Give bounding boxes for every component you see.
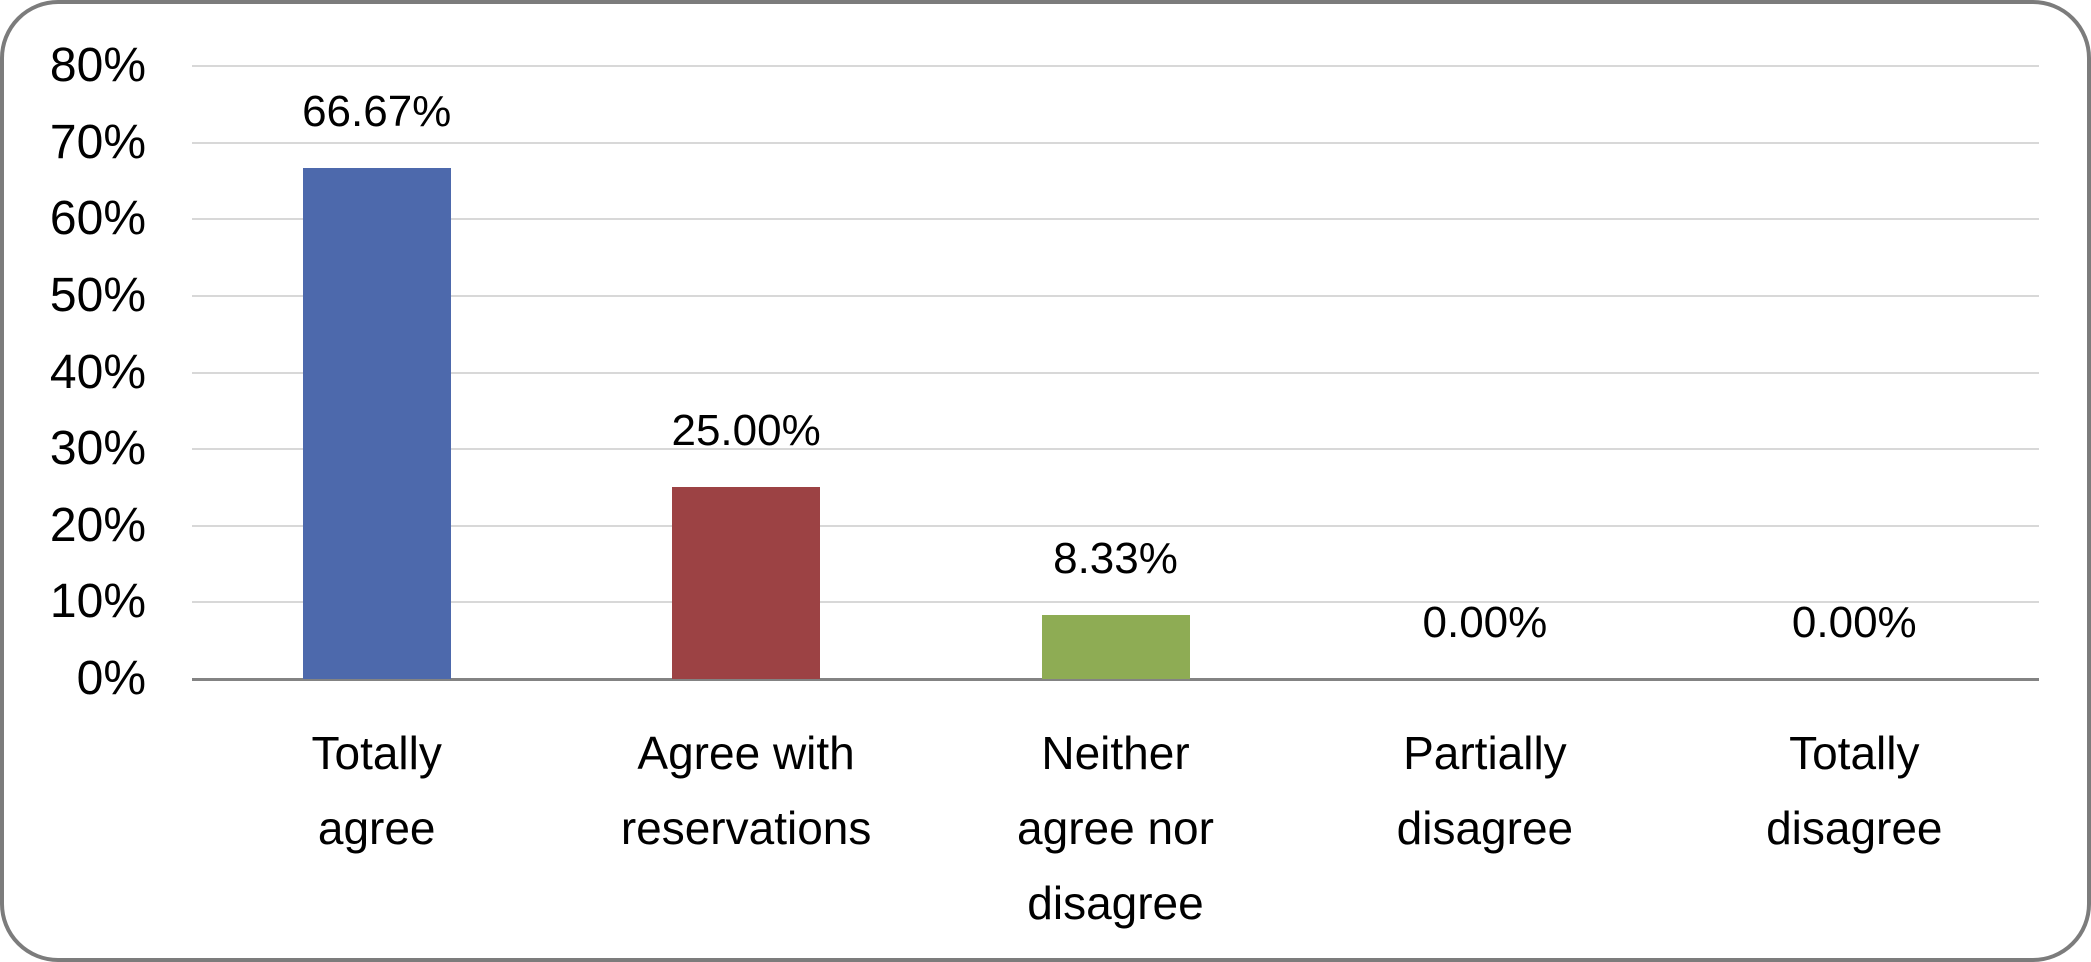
category-label: Totally disagree (1766, 727, 1943, 854)
data-label: 25.00% (671, 406, 821, 455)
data-label: 66.67% (302, 87, 452, 136)
gridline (192, 448, 2039, 451)
y-tick-label: 50% (49, 268, 146, 322)
y-tick-label: 60% (49, 192, 146, 246)
category-label: Partially disagree (1396, 727, 1574, 854)
gridline (192, 371, 2039, 374)
y-tick-label: 20% (49, 498, 146, 552)
bar-1 (302, 168, 451, 679)
gridline (192, 65, 2039, 67)
y-tick-label: 80% (49, 39, 146, 92)
y-tick-label: 30% (49, 422, 146, 476)
data-label: 8.33% (1053, 534, 1178, 583)
plot-area: 80% 70% 60% 50% 40% 30% 20% 10% 0% 66.67% Totally … (4, 4, 2087, 958)
category-label: Neither agree nor disagree (1017, 727, 1214, 929)
y-tick-label: 10% (49, 575, 146, 629)
gridline (192, 601, 2039, 604)
gridline (192, 294, 2039, 297)
y-tick-label: 40% (49, 345, 146, 399)
x-axis-line (192, 678, 2039, 681)
y-tick-label: 0% (76, 652, 146, 705)
gridline (192, 524, 2039, 527)
gridline (192, 218, 2039, 221)
bar-3 (1041, 615, 1190, 679)
category-label: Totally agree (311, 727, 442, 854)
data-label: 0.00% (1422, 598, 1548, 647)
gridline (192, 141, 2039, 144)
data-label: 0.00% (1791, 598, 1917, 647)
bar-2 (672, 487, 821, 679)
y-tick-label: 70% (49, 115, 146, 169)
category-label: Agree with reservations (620, 727, 872, 854)
